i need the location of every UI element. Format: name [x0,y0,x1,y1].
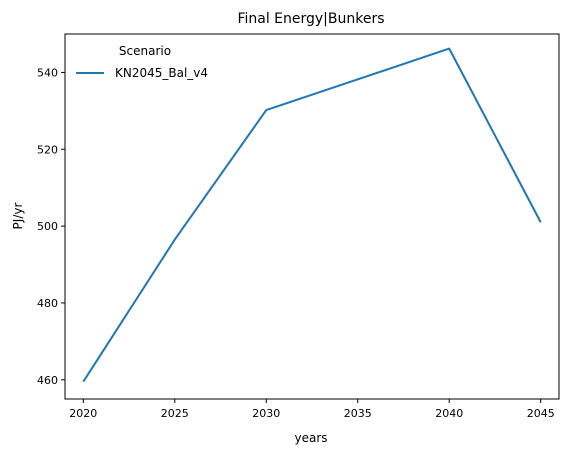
plot-area [64,33,560,400]
y-tick-label: 540 [37,66,58,79]
y-axis: 460 480 500 520 540 [37,66,65,387]
y-tick-label: 460 [37,374,58,387]
legend-entry-label: KN2045_Bal_v4 [115,66,208,80]
y-tick-label: 520 [37,143,58,156]
x-tick-label: 2020 [69,407,97,420]
x-tick-label: 2030 [252,407,280,420]
chart-title: Final Energy|Bunkers [237,11,384,27]
x-tick-label: 2040 [435,407,463,420]
x-tick-label: 2035 [344,407,372,420]
legend: Scenario KN2045_Bal_v4 [76,44,208,80]
x-axis-label: years [294,431,327,445]
y-tick-label: 480 [37,297,58,310]
legend-title: Scenario [119,44,171,58]
y-tick-label: 500 [37,220,58,233]
x-tick-label: 2025 [161,407,189,420]
x-tick-label: 2045 [527,407,555,420]
x-axis: 2020 2025 2030 2035 2040 2045 [69,399,555,420]
y-axis-label: PJ/yr [11,203,25,230]
series-layer [82,47,542,383]
